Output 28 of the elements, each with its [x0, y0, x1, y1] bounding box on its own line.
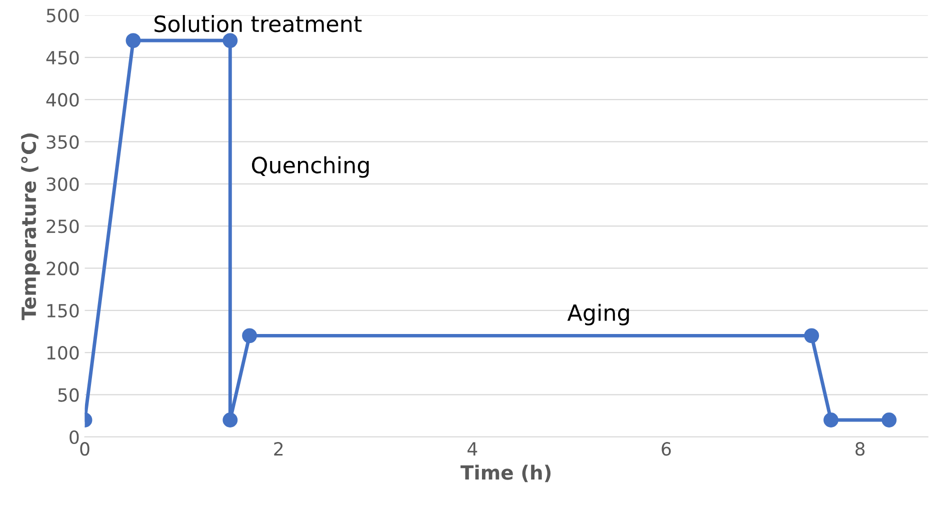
y-tick-label: 400	[46, 93, 79, 107]
point	[824, 412, 838, 428]
point	[804, 328, 820, 344]
y-tick-label: 350	[46, 135, 79, 149]
y-tick-label: 250	[46, 220, 79, 234]
point	[222, 33, 238, 48]
y-tick-label: 200	[46, 262, 79, 276]
y-tick-label: 300	[46, 177, 79, 192]
x-tick-label: 0	[80, 442, 90, 456]
y-axis-title: Temperature (°C)	[21, 134, 40, 320]
y-tick-label: 450	[46, 50, 79, 65]
x-tick-label: 6	[662, 442, 671, 456]
y-tick-label: 100	[47, 346, 79, 360]
y-tick-label: 0	[70, 430, 79, 444]
x-tick-label: 8	[856, 442, 865, 456]
x-axis-title: Time (h)	[460, 464, 551, 482]
y-tick-label: 150	[47, 304, 79, 318]
x-tick-label: 2	[274, 442, 283, 456]
point	[222, 412, 238, 428]
y-tick-label: 500	[46, 8, 79, 22]
annotation: Quenching	[252, 156, 369, 178]
x-tick-label: 4	[468, 442, 478, 456]
point	[882, 412, 897, 428]
point	[126, 33, 141, 48]
point	[242, 328, 257, 344]
annotation: Solution treatment	[154, 15, 362, 32]
y-tick-label: 50	[58, 388, 79, 402]
annotation: Aging	[567, 304, 629, 326]
